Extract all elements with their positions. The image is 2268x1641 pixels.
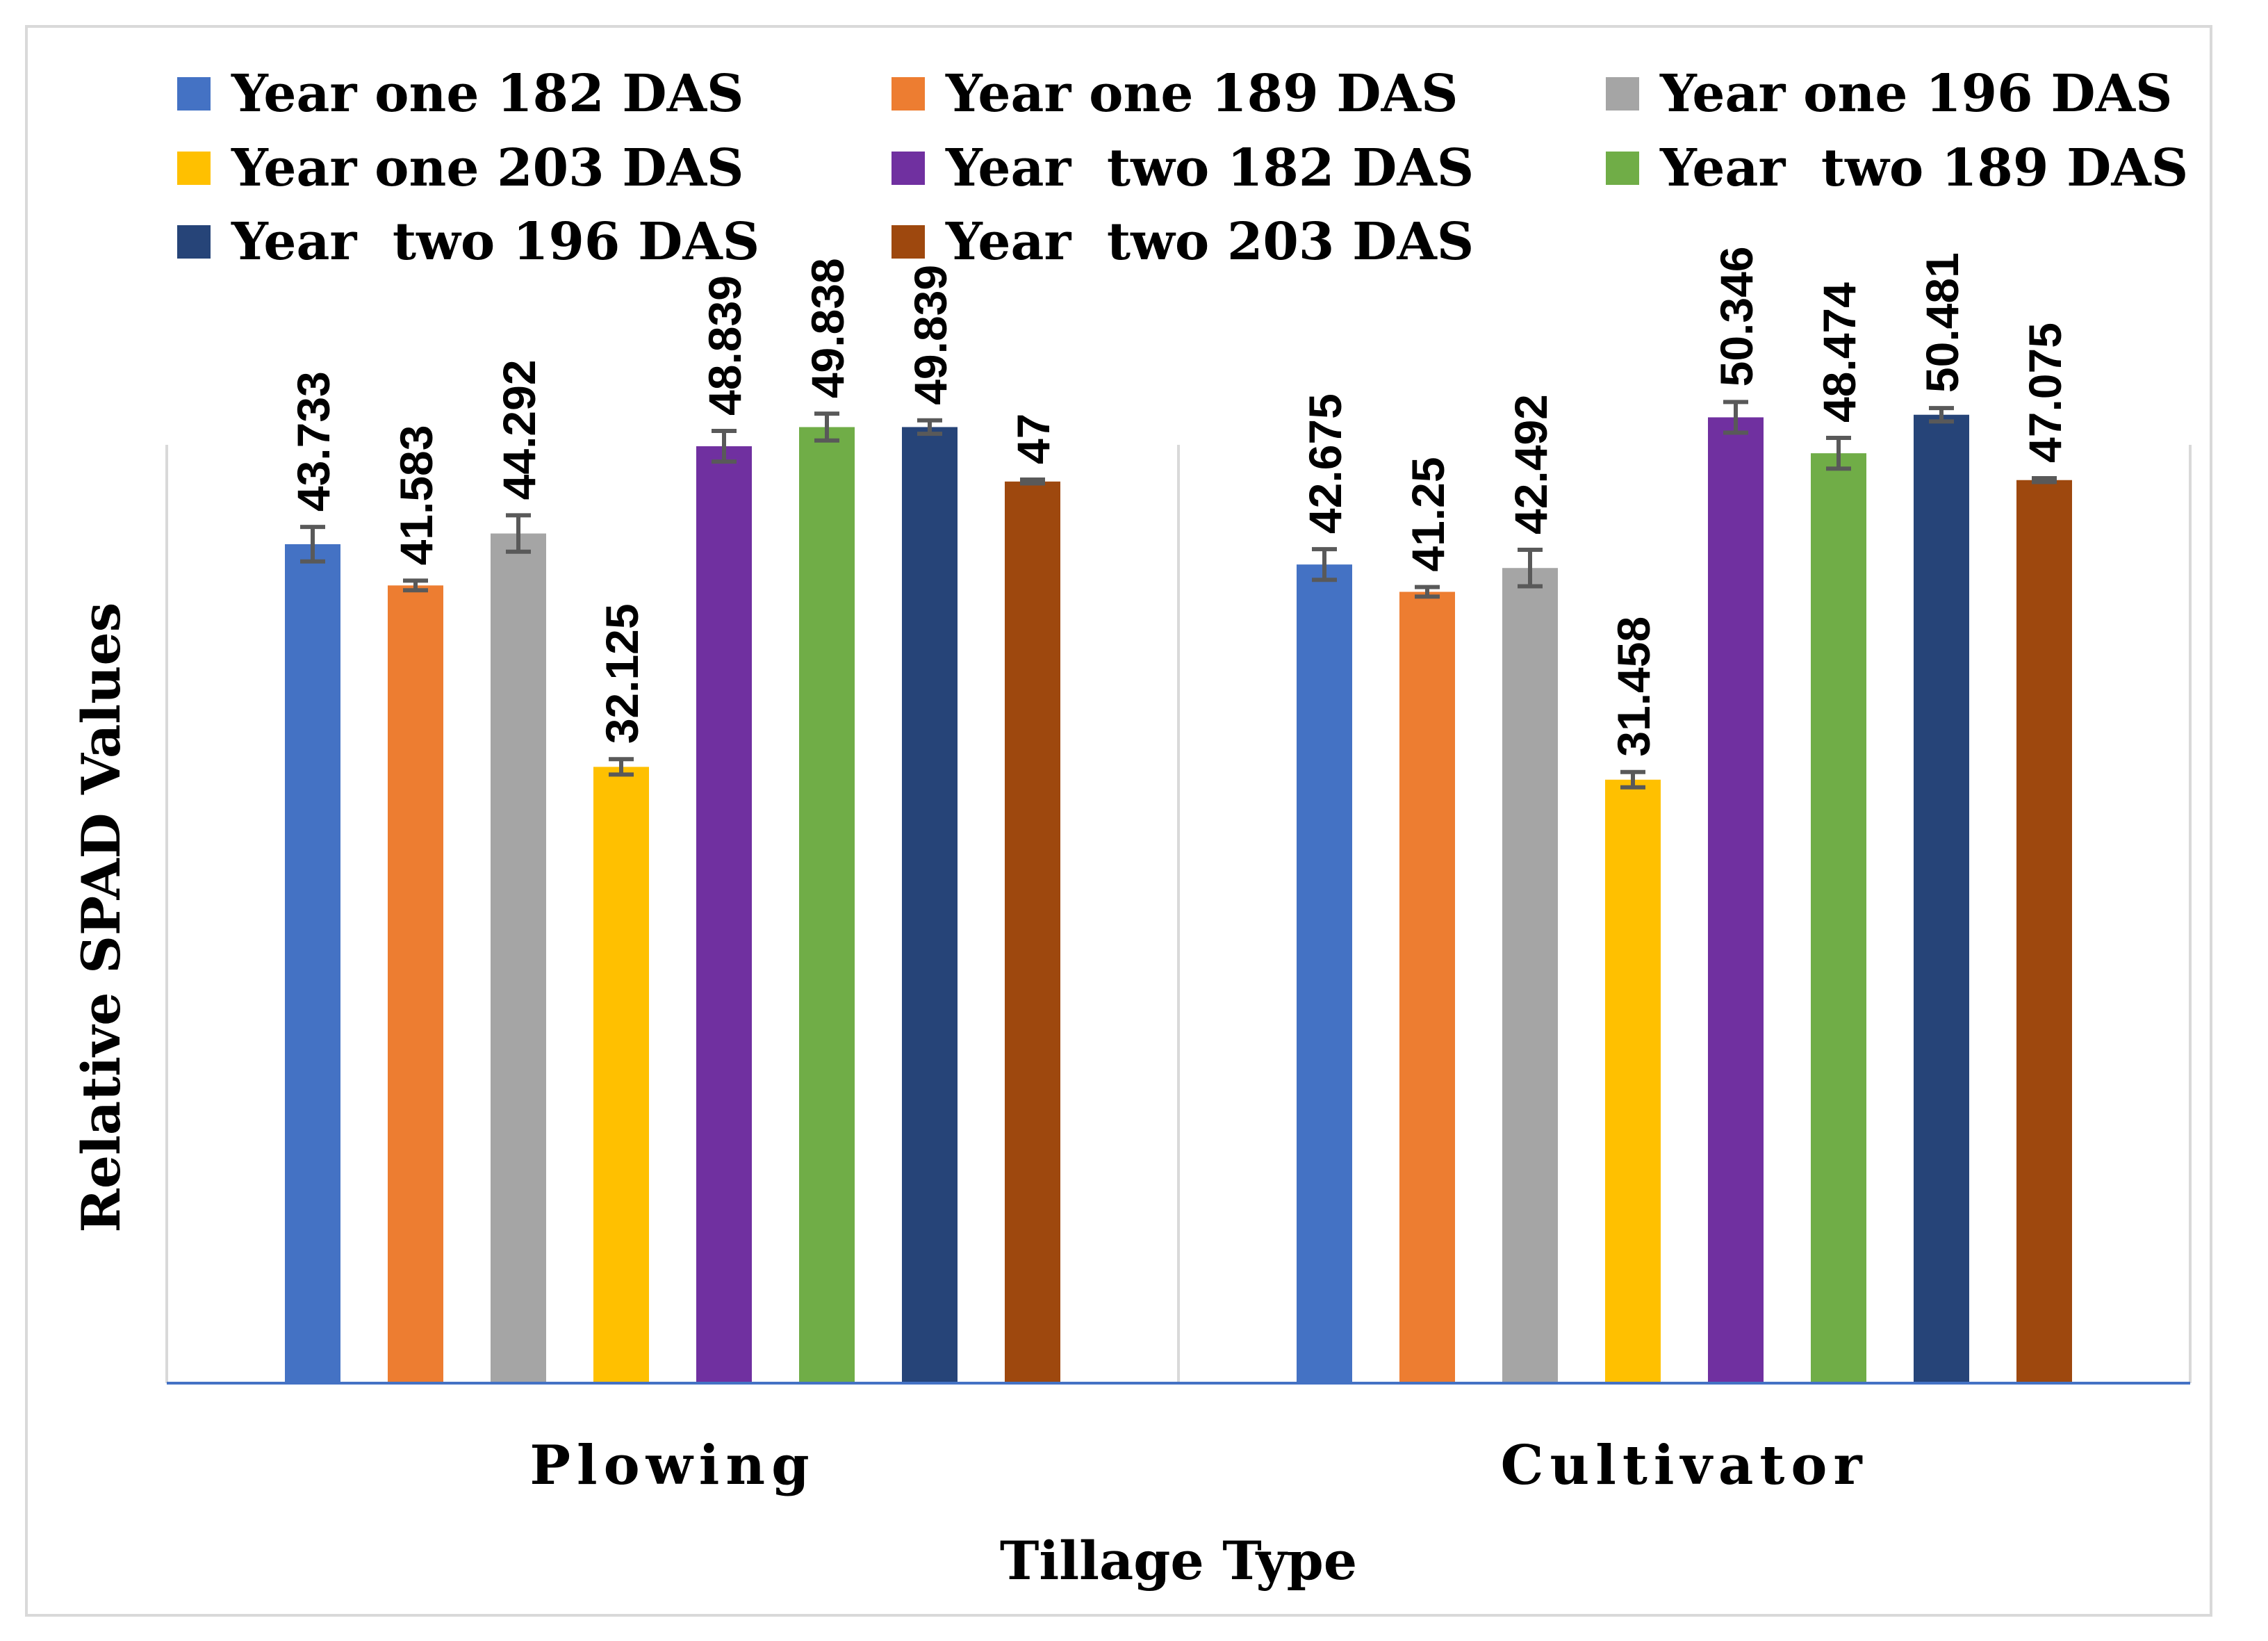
bar-plowing-2 xyxy=(491,533,546,1383)
data-label: 49.839 xyxy=(905,265,956,405)
bar-plowing-5 xyxy=(799,427,855,1383)
legend-item-year-two-196: Year two 196 DAS xyxy=(177,207,759,277)
data-label: 49.838 xyxy=(802,258,853,398)
error-bar xyxy=(712,428,737,464)
legend-label: Year two 182 DAS xyxy=(946,138,1474,198)
legend-item-year-one-203: Year one 203 DAS xyxy=(177,133,743,203)
legend-swatch xyxy=(891,77,925,111)
error-bar xyxy=(609,757,634,777)
legend-item-year-two-182: Year two 182 DAS xyxy=(891,133,1474,203)
bar-plowing-1 xyxy=(388,585,443,1383)
legend-label: Year one 203 DAS xyxy=(231,138,744,198)
error-bar xyxy=(1620,769,1645,790)
legend-label: Year two 189 DAS xyxy=(1660,138,2189,198)
legend-swatch xyxy=(177,152,211,185)
error-bar xyxy=(403,578,428,593)
error-bar xyxy=(1929,406,1954,424)
bar-plowing-7 xyxy=(1005,481,1060,1383)
legend-label: Year one 196 DAS xyxy=(1660,64,2173,124)
error-bar xyxy=(1312,547,1337,582)
error-bar xyxy=(1415,585,1440,599)
legend-swatch xyxy=(1606,152,1639,185)
legend: Year one 182 DAS Year one 189 DAS Year o… xyxy=(0,0,2268,292)
legend-swatch xyxy=(1606,77,1639,111)
data-label: 32.125 xyxy=(596,603,648,744)
legend-item-year-one-189: Year one 189 DAS xyxy=(891,59,1458,129)
error-bars-layer xyxy=(300,400,2057,790)
bar-plowing-3 xyxy=(593,767,649,1383)
bar-cultivator-1 xyxy=(1399,591,1455,1383)
legend-swatch xyxy=(177,225,211,259)
legend-item-year-one-182: Year one 182 DAS xyxy=(177,59,743,129)
legend-label: Year one 189 DAS xyxy=(946,64,1458,124)
legend-item-year-two-203: Year two 203 DAS xyxy=(891,207,1474,277)
data-label: 44.292 xyxy=(493,359,545,500)
error-bar xyxy=(1020,477,1045,486)
bar-plowing-0 xyxy=(285,544,340,1383)
bar-cultivator-7 xyxy=(2016,480,2072,1383)
bar-cultivator-5 xyxy=(1811,453,1866,1383)
data-label: 41.583 xyxy=(391,425,442,566)
data-label: 31.458 xyxy=(1608,617,1659,757)
data-label: 50.481 xyxy=(1916,252,1968,393)
bar-cultivator-2 xyxy=(1502,568,1558,1383)
category-dividers xyxy=(165,445,2192,1383)
bar-plowing-4 xyxy=(696,446,752,1383)
error-bar xyxy=(2032,475,2057,484)
error-bar xyxy=(300,525,325,564)
data-label: 43.733 xyxy=(288,371,339,512)
error-bar xyxy=(1518,548,1543,589)
bar-cultivator-4 xyxy=(1708,417,1764,1383)
x-axis-title: Tillage Type xyxy=(1000,1530,1357,1592)
legend-swatch xyxy=(891,225,925,259)
error-bar xyxy=(1826,436,1851,471)
bar-plowing-6 xyxy=(902,427,958,1383)
legend-swatch xyxy=(177,77,211,111)
legend-item-year-two-189: Year two 189 DAS xyxy=(1606,133,2188,203)
legend-label: Year two 203 DAS xyxy=(946,212,1474,272)
legend-label: Year one 182 DAS xyxy=(231,64,744,124)
bar-cultivator-3 xyxy=(1605,779,1661,1383)
data-label: 48.839 xyxy=(699,275,750,416)
data-label: 50.346 xyxy=(1711,246,1762,386)
data-labels-layer: 43.733 41.583 44.292 32.125 48.839 49.838 49.8… xyxy=(288,246,2071,756)
legend-swatch xyxy=(891,152,925,185)
x-tick-label-cultivator: Cultivator xyxy=(1500,1434,1868,1497)
error-bar xyxy=(1723,400,1748,435)
error-bar xyxy=(506,513,531,554)
data-label: 47 xyxy=(1008,414,1059,464)
legend-item-year-one-196: Year one 196 DAS xyxy=(1606,59,2172,129)
data-label: 42.492 xyxy=(1505,394,1556,534)
error-bar xyxy=(917,418,942,436)
legend-label: Year two 196 DAS xyxy=(231,212,760,272)
data-label: 42.675 xyxy=(1299,393,1351,534)
y-axis-title: Relative SPAD Values xyxy=(70,603,132,1233)
bars-layer xyxy=(285,414,2072,1384)
error-bar xyxy=(814,411,839,443)
bar-cultivator-0 xyxy=(1297,564,1352,1384)
data-label: 47.075 xyxy=(2019,323,2071,463)
x-tick-label-plowing: Plowing xyxy=(529,1434,815,1497)
bar-cultivator-6 xyxy=(1914,414,1969,1384)
data-label: 41.25 xyxy=(1402,457,1454,571)
data-label: 48.474 xyxy=(1814,282,1865,423)
